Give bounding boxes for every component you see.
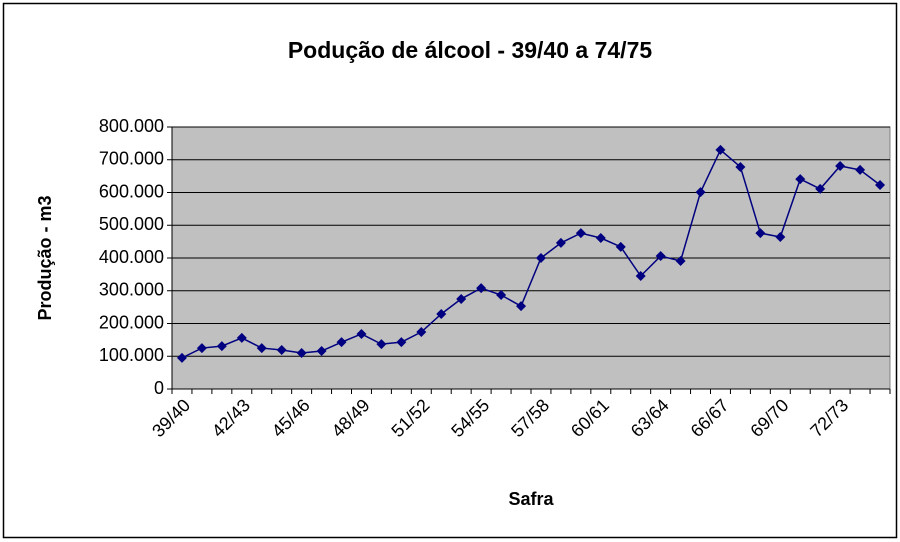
data-point (176, 352, 187, 363)
data-point (336, 337, 347, 348)
data-point (555, 237, 566, 248)
data-point (875, 179, 886, 190)
y-tick-label: 300.000 (99, 280, 164, 300)
y-tick-label: 800.000 (99, 116, 164, 136)
data-point (456, 293, 467, 304)
data-point (855, 164, 866, 175)
data-point (635, 271, 646, 282)
data-point (735, 161, 746, 172)
data-point (296, 347, 307, 358)
data-point (256, 343, 267, 354)
y-tick-label: 700.000 (99, 149, 164, 169)
data-point (476, 283, 487, 294)
data-point (416, 327, 427, 338)
data-point (775, 232, 786, 243)
data-point (675, 255, 686, 266)
data-point (695, 187, 706, 198)
data-point (575, 228, 586, 239)
data-point (236, 332, 247, 343)
data-point (535, 253, 546, 263)
y-axis-label: Produção - m3 (35, 195, 55, 320)
data-point (755, 228, 766, 239)
data-point (516, 301, 527, 312)
y-tick-label: 0 (154, 378, 164, 398)
y-tick-label: 200.000 (99, 312, 164, 332)
data-point (396, 337, 407, 348)
data-point (815, 183, 826, 194)
x-axis-label: Safra (508, 489, 554, 509)
data-point (795, 174, 806, 185)
data-point (496, 290, 507, 301)
data-point (615, 241, 626, 252)
y-tick-label: 400.000 (99, 247, 164, 267)
data-point (356, 328, 367, 339)
data-point (216, 341, 227, 352)
data-point (436, 309, 447, 320)
data-point (196, 343, 207, 354)
data-point (376, 339, 387, 350)
data-point (835, 160, 846, 171)
data-point (595, 233, 606, 244)
data-point (715, 144, 726, 155)
data-point (316, 346, 327, 357)
y-tick-label: 600.000 (99, 181, 164, 201)
data-point (276, 345, 287, 356)
data-point (655, 251, 666, 262)
y-tick-label: 100.000 (99, 345, 164, 365)
y-tick-label: 500.000 (99, 214, 164, 234)
chart-title: Podução de álcool - 39/40 a 74/75 (288, 37, 653, 63)
